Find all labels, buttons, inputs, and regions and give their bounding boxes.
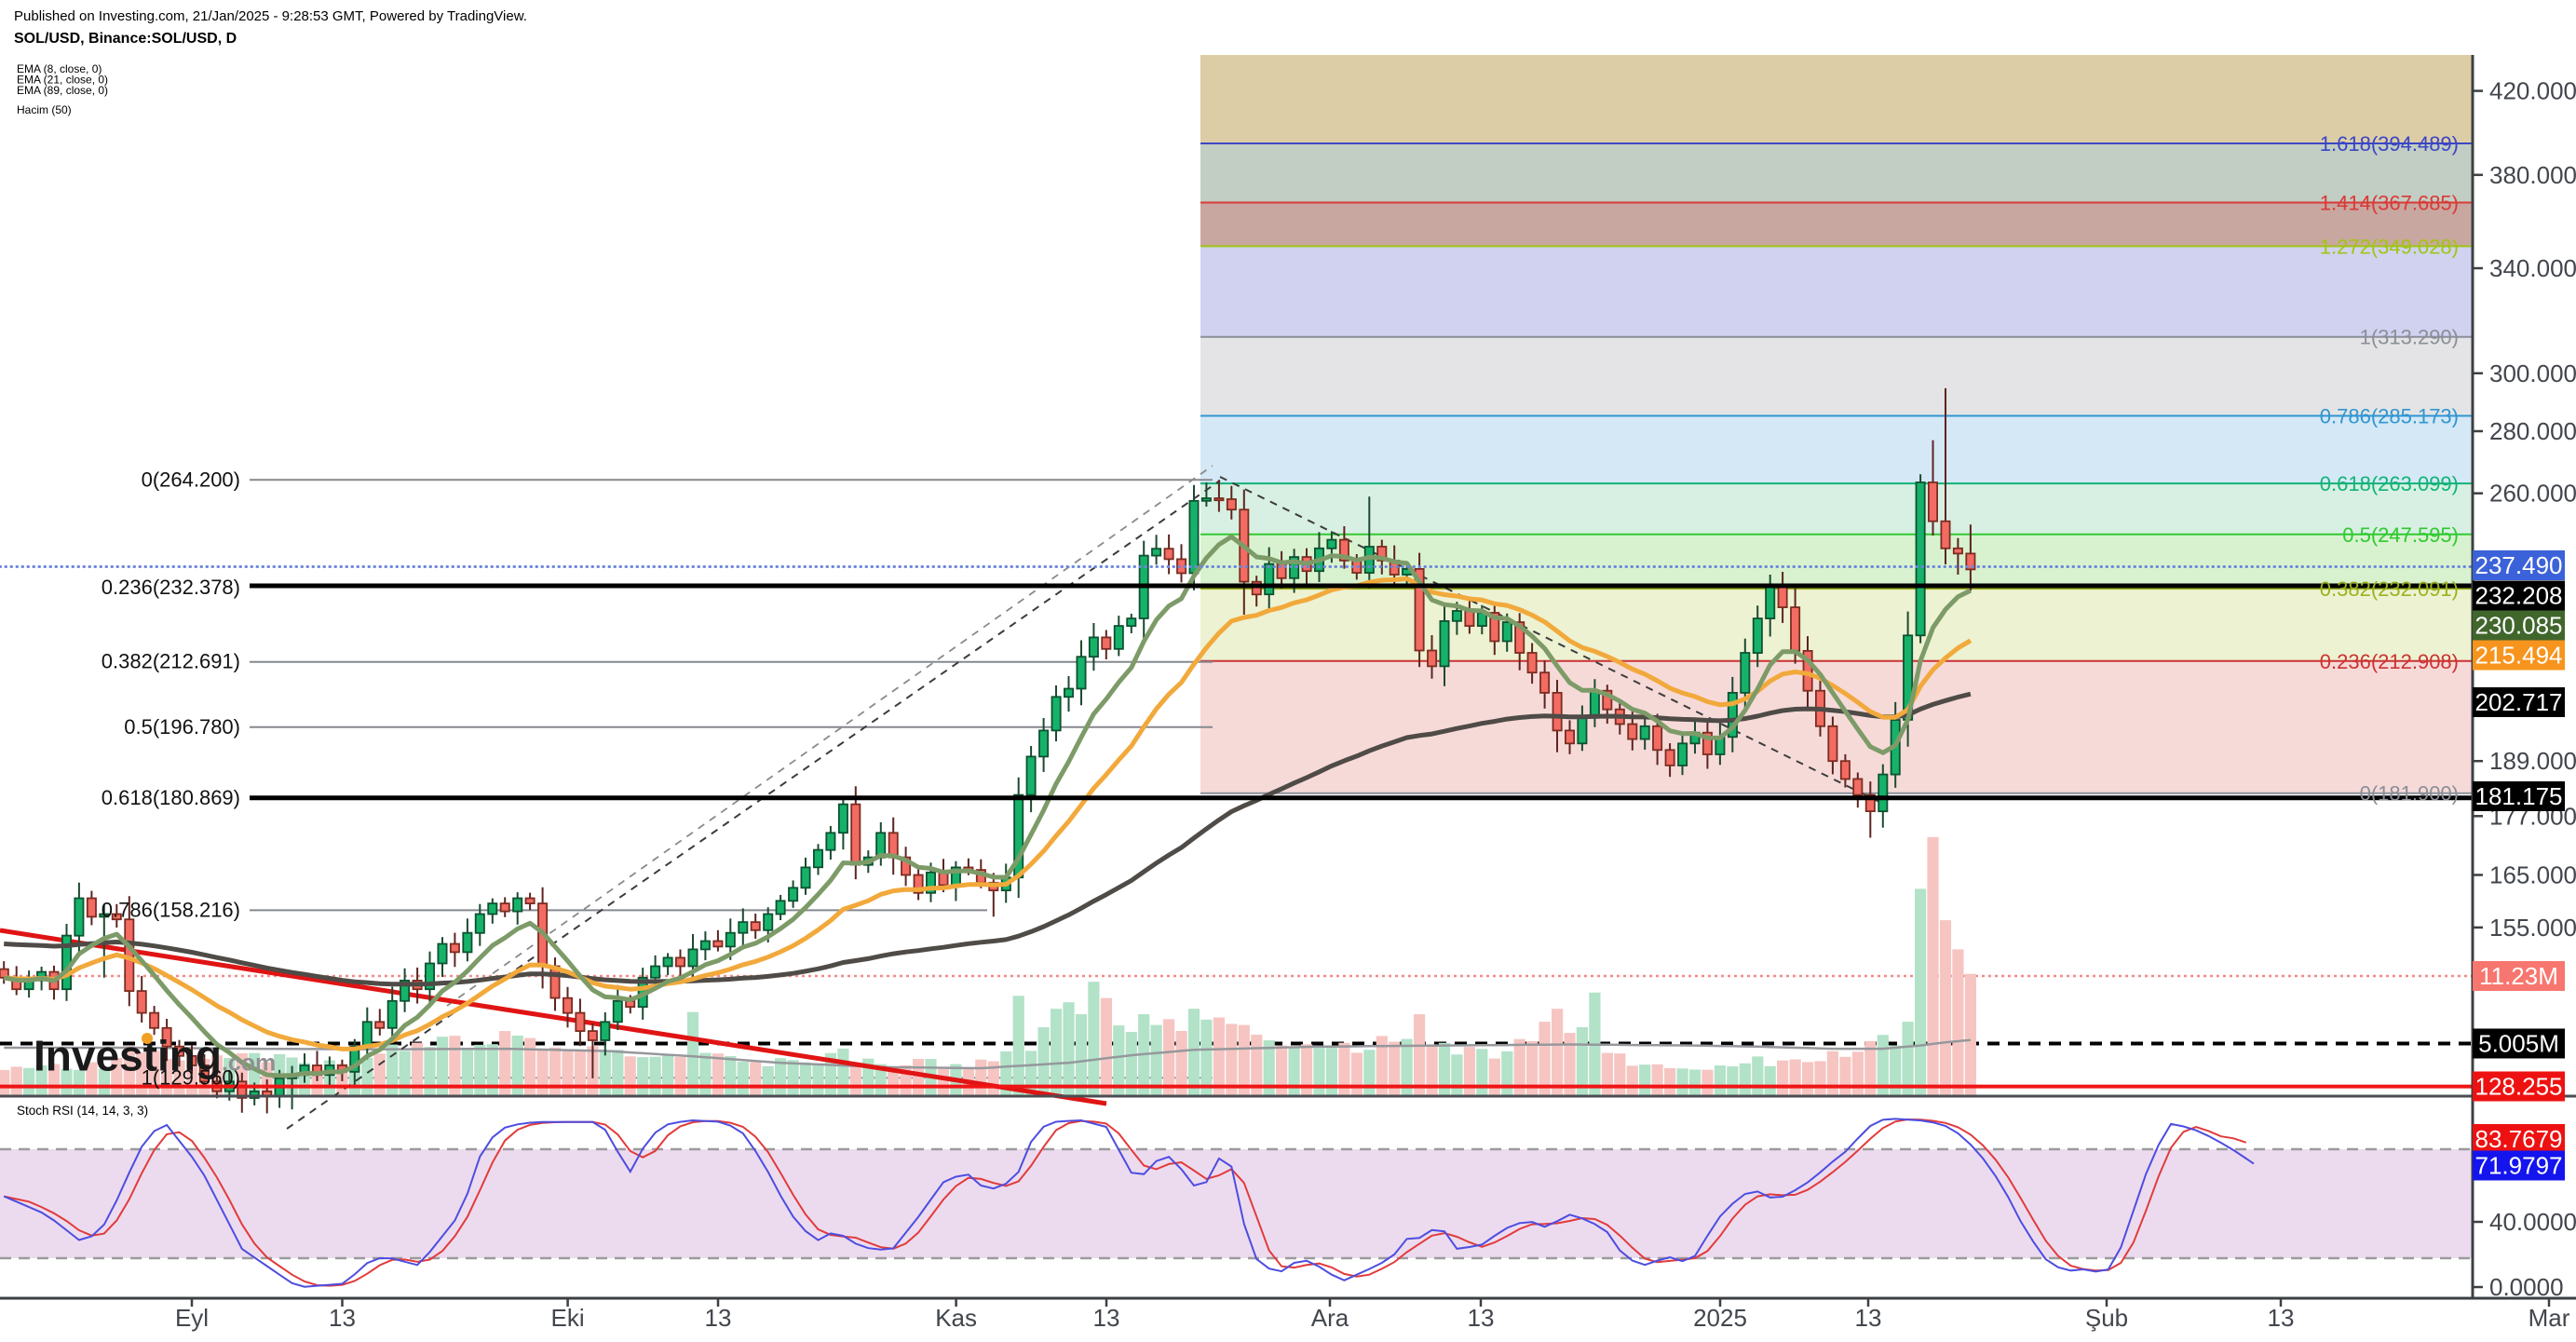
- svg-text:1.272(349.028): 1.272(349.028): [2320, 235, 2459, 258]
- svg-text:0.382(212.691): 0.382(212.691): [102, 650, 240, 673]
- svg-text:1(129.560): 1(129.560): [142, 1065, 240, 1089]
- svg-text:1.618(394.489): 1.618(394.489): [2320, 132, 2459, 156]
- svg-text:EMA (21, close, 0): EMA (21, close, 0): [17, 74, 108, 87]
- svg-text:0.786(158.216): 0.786(158.216): [102, 898, 240, 921]
- svg-text:260.000: 260.000: [2489, 480, 2576, 508]
- svg-text:165.000: 165.000: [2489, 861, 2576, 889]
- svg-text:2025: 2025: [1693, 1304, 1747, 1332]
- svg-text:0.382(232.091): 0.382(232.091): [2320, 577, 2459, 601]
- svg-text:5.005M: 5.005M: [2478, 1030, 2559, 1058]
- svg-text:Published on Investing.com, 21: Published on Investing.com, 21/Jan/2025 …: [14, 8, 527, 24]
- svg-text:SOL/USD, Binance:SOL/USD, D: SOL/USD, Binance:SOL/USD, D: [14, 31, 237, 47]
- svg-text:0.236(212.908): 0.236(212.908): [2320, 650, 2459, 673]
- svg-text:420.000: 420.000: [2489, 77, 2576, 105]
- svg-text:Eki: Eki: [551, 1304, 585, 1332]
- svg-text:Hacim (50): Hacim (50): [17, 103, 72, 116]
- svg-text:380.000: 380.000: [2489, 161, 2576, 189]
- svg-text:Şub: Şub: [2085, 1304, 2128, 1332]
- svg-text:0.618(263.099): 0.618(263.099): [2320, 472, 2459, 495]
- svg-text:0.618(180.869): 0.618(180.869): [102, 786, 240, 809]
- svg-text:Eyl: Eyl: [175, 1304, 209, 1332]
- svg-text:83.7679: 83.7679: [2475, 1125, 2563, 1153]
- svg-text:EMA (89, close, 0): EMA (89, close, 0): [17, 84, 108, 97]
- svg-text:1.414(367.685): 1.414(367.685): [2320, 192, 2459, 215]
- svg-text:0.786(285.173): 0.786(285.173): [2320, 405, 2459, 428]
- svg-text:1(313.290): 1(313.290): [2360, 326, 2459, 349]
- svg-text:189.000: 189.000: [2489, 747, 2576, 775]
- svg-text:340.000: 340.000: [2489, 254, 2576, 282]
- svg-text:232.208: 232.208: [2475, 582, 2563, 610]
- svg-text:Stoch RSI (14, 14, 3, 3): Stoch RSI (14, 14, 3, 3): [17, 1104, 148, 1118]
- svg-text:EMA (8, close, 0): EMA (8, close, 0): [17, 62, 102, 75]
- svg-text:71.9797: 71.9797: [2475, 1152, 2563, 1180]
- svg-text:0.236(232.378): 0.236(232.378): [102, 576, 240, 599]
- svg-text:155.000: 155.000: [2489, 914, 2576, 942]
- svg-text:40.0000: 40.0000: [2489, 1208, 2576, 1236]
- svg-text:280.000: 280.000: [2489, 417, 2576, 445]
- svg-text:Ara: Ara: [1311, 1304, 1349, 1332]
- svg-text:300.000: 300.000: [2489, 359, 2576, 387]
- svg-text:0.5(196.780): 0.5(196.780): [124, 715, 240, 739]
- svg-text:202.717: 202.717: [2475, 688, 2563, 716]
- svg-text:13: 13: [1093, 1304, 1120, 1332]
- svg-text:215.494: 215.494: [2475, 642, 2563, 670]
- svg-text:128.255: 128.255: [2475, 1073, 2563, 1101]
- svg-text:181.175: 181.175: [2475, 782, 2563, 810]
- svg-text:11.23M: 11.23M: [2479, 962, 2558, 990]
- svg-text:0(264.200): 0(264.200): [142, 468, 240, 491]
- svg-text:Mar: Mar: [2529, 1304, 2570, 1332]
- svg-text:13: 13: [1855, 1304, 1882, 1332]
- svg-text:237.490: 237.490: [2475, 551, 2563, 579]
- svg-text:0.0000: 0.0000: [2489, 1273, 2564, 1301]
- svg-text:13: 13: [329, 1304, 356, 1332]
- svg-text:0.5(247.595): 0.5(247.595): [2342, 523, 2459, 547]
- svg-text:230.085: 230.085: [2475, 612, 2563, 640]
- svg-text:13: 13: [1468, 1304, 1495, 1332]
- svg-text:13: 13: [2268, 1304, 2295, 1332]
- svg-text:13: 13: [705, 1304, 732, 1332]
- svg-text:0(181.900): 0(181.900): [2360, 782, 2459, 806]
- svg-text:Kas: Kas: [935, 1304, 977, 1332]
